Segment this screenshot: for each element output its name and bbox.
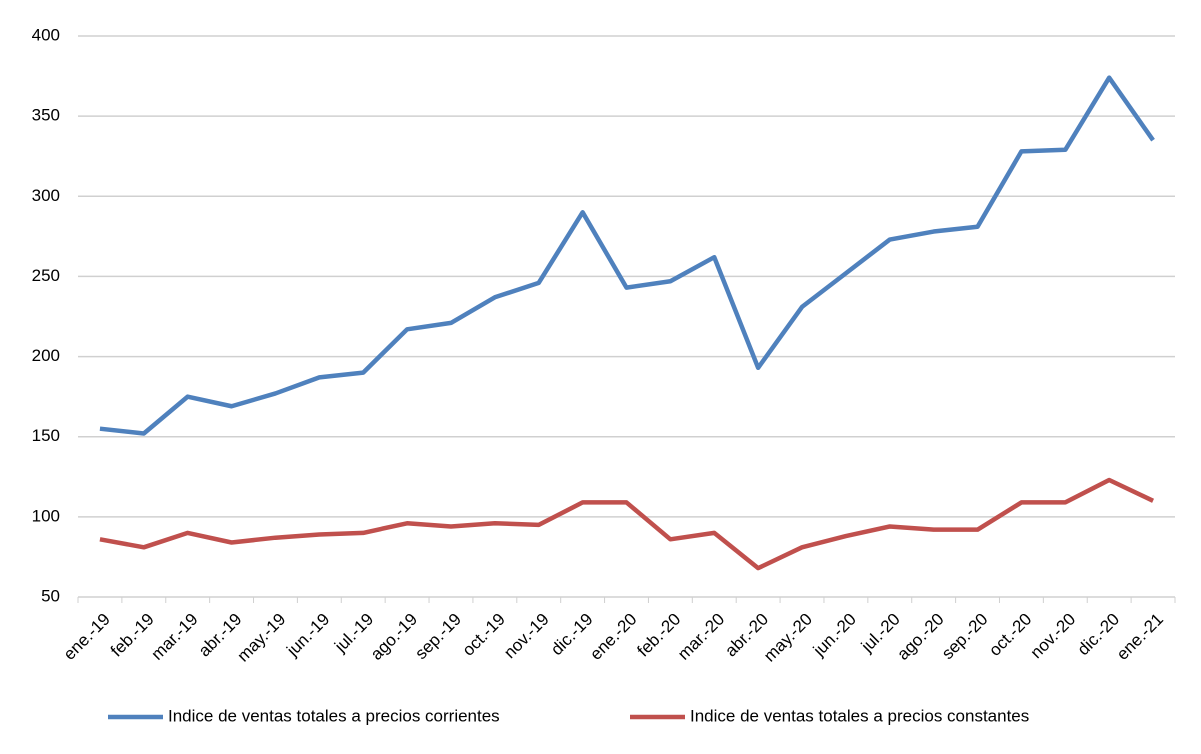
- y-tick-label: 300: [32, 186, 60, 205]
- y-tick-label: 200: [32, 346, 60, 365]
- legend-label: Indice de ventas totales a precios const…: [690, 706, 1029, 725]
- x-tick-label: oct.-20: [985, 610, 1035, 660]
- x-tick-label: oct.-19: [459, 610, 509, 660]
- y-tick-label: 150: [32, 426, 60, 445]
- y-tick-label: 400: [32, 25, 60, 44]
- x-tick-label: nov.-20: [1027, 610, 1080, 663]
- x-tick-label: mar.-19: [148, 610, 202, 664]
- series-line: [99, 477, 1155, 571]
- x-tick-label: ago.-20: [893, 610, 947, 664]
- x-tick-label: mar.-20: [674, 610, 728, 664]
- legend-label: Indice de ventas totales a precios corri…: [168, 706, 500, 725]
- x-tick-label: nov.-19: [500, 610, 553, 663]
- series-line: [99, 75, 1155, 436]
- x-tick-label: jun.-20: [809, 610, 860, 661]
- y-tick-label: 250: [32, 266, 60, 285]
- y-tick-label: 350: [32, 106, 60, 125]
- x-tick-label: sep.-20: [938, 610, 992, 664]
- x-tick-label: jun.-19: [282, 610, 333, 661]
- x-tick-label: ene.-19: [60, 610, 114, 664]
- y-tick-label: 100: [32, 506, 60, 525]
- y-tick-label: 50: [41, 586, 60, 605]
- x-tick-label: ene.-21: [1113, 610, 1167, 664]
- x-tick-label: ene.-20: [586, 610, 640, 664]
- x-tick-label: sep.-19: [411, 610, 465, 664]
- x-tick-label: may.-19: [233, 610, 289, 666]
- x-tick-label: ago.-19: [367, 610, 421, 664]
- x-tick-label: may.-20: [760, 610, 816, 666]
